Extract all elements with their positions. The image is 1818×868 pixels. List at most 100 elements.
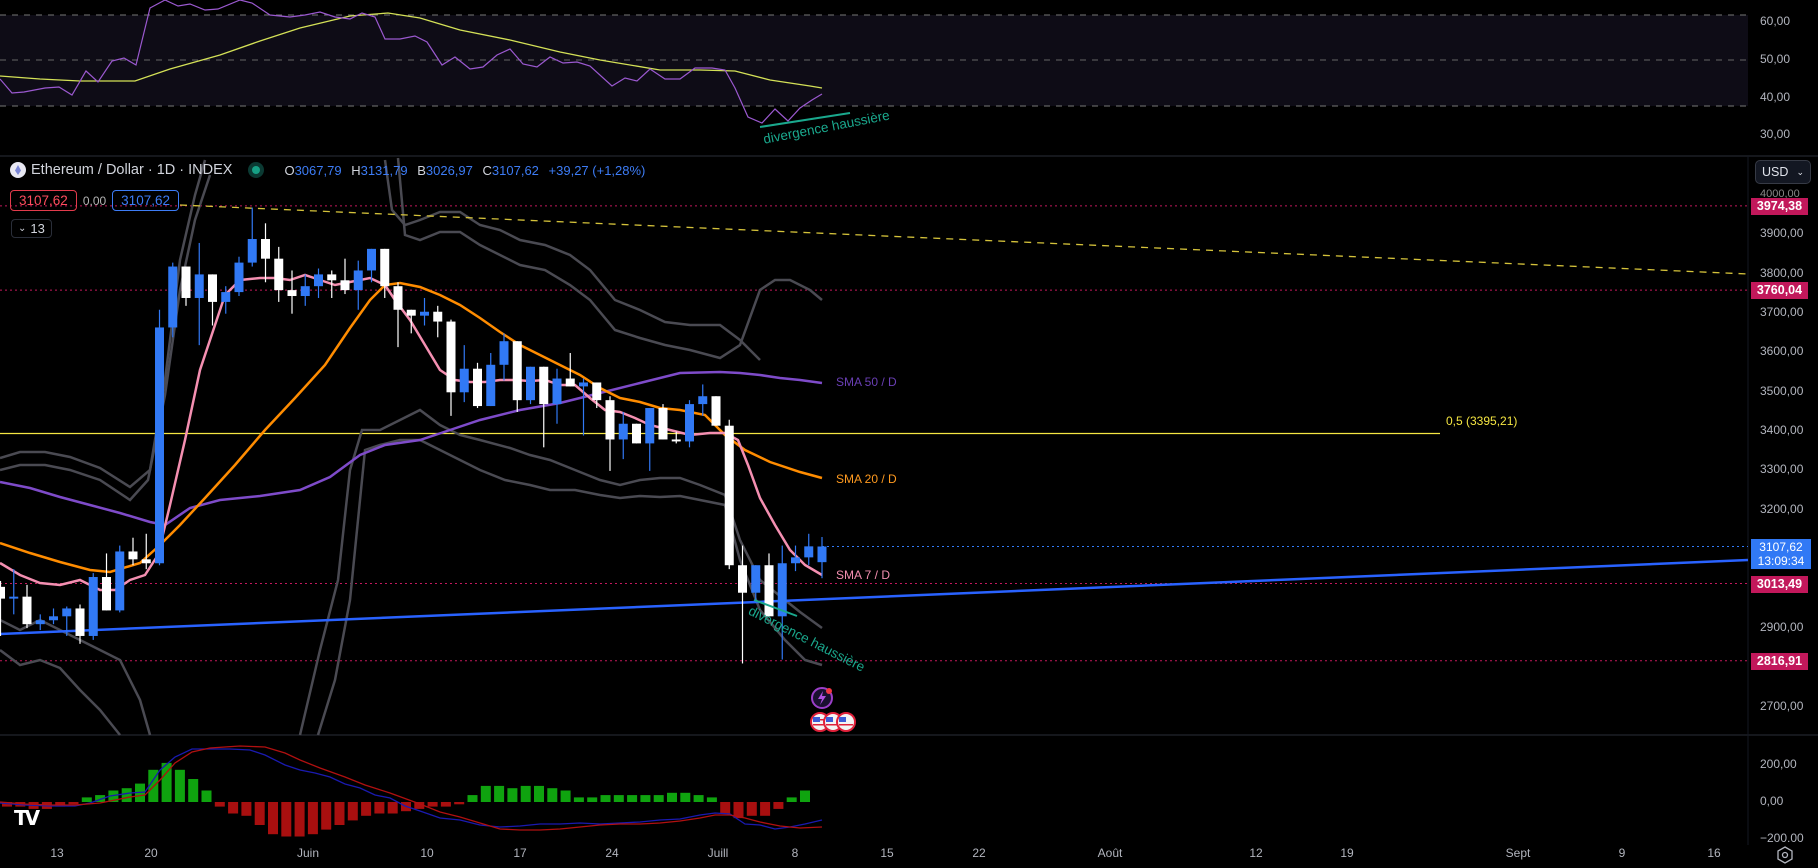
- candle-body: [804, 546, 814, 558]
- rsi-band: [0, 15, 1748, 106]
- candle-body: [738, 565, 747, 593]
- macd-histogram-bar: [254, 802, 265, 825]
- trade-buttons: 3107,62 0,00 3107,62: [10, 190, 179, 211]
- buy-button[interactable]: 3107,62: [112, 190, 179, 211]
- symbol-legend[interactable]: Ethereum / Dollar · 1D · INDEX O3067,79 …: [10, 162, 645, 178]
- macd-histogram-bar: [467, 795, 478, 802]
- open-key: O: [284, 162, 295, 178]
- macd-histogram-bar: [68, 802, 79, 805]
- sma7-label[interactable]: SMA 7 / D: [836, 568, 891, 582]
- candle-body: [208, 274, 217, 302]
- candle-body: [353, 270, 363, 291]
- market-status-icon[interactable]: [248, 162, 265, 178]
- candle-body: [658, 408, 668, 440]
- candle-body: [698, 396, 708, 405]
- macd-histogram-bar: [680, 792, 691, 802]
- candle-body: [751, 565, 761, 593]
- sma50-label[interactable]: SMA 50 / D: [836, 375, 897, 389]
- support-trendline[interactable]: [0, 558, 1749, 636]
- macd-axis-label: 0,00: [1760, 794, 1784, 808]
- price-axis-label: 3400,00: [1760, 423, 1804, 437]
- candle-body: [526, 366, 535, 401]
- candle-body: [234, 262, 244, 293]
- time-axis-label: 16: [1707, 846, 1721, 860]
- rsi-axis-label: 40,00: [1760, 90, 1791, 104]
- time-axis-label: Juill: [707, 846, 729, 860]
- bollinger-bands: [0, 157, 823, 736]
- sma50-line: [0, 370, 823, 527]
- rsi-divergence-line[interactable]: [759, 112, 851, 128]
- macd-axis-label: 200,00: [1760, 757, 1797, 771]
- macd-histogram-bar: [121, 788, 132, 802]
- candle-body: [393, 286, 403, 310]
- candle-body: [777, 563, 787, 617]
- time-axis-label: Sept: [1505, 846, 1531, 860]
- macd-histogram-bar: [241, 802, 252, 816]
- time-axis-label: 15: [880, 846, 894, 860]
- candle-body: [473, 368, 482, 407]
- macd-histogram-bar: [307, 802, 318, 835]
- candle-body: [539, 366, 549, 405]
- candle-body: [446, 321, 456, 393]
- macd-histogram-bar: [281, 802, 292, 837]
- candle-body: [565, 378, 575, 387]
- macd-histogram-bar: [361, 802, 372, 816]
- price-axis-label: 2700,00: [1760, 699, 1804, 713]
- candle-body: [22, 596, 32, 625]
- macd-histogram-bar: [414, 802, 425, 809]
- close-key: C: [482, 162, 492, 178]
- level-badge: 3013,49: [1751, 576, 1808, 593]
- candle-body: [181, 266, 191, 298]
- time-axis-label: 8: [791, 846, 799, 860]
- macd-histogram: [2, 762, 810, 837]
- fib-level-label[interactable]: 0,5 (3395,21): [1446, 414, 1518, 428]
- price-axis-label: 3900,00: [1760, 226, 1804, 240]
- candle-body: [221, 292, 231, 302]
- resistance-trendline[interactable]: [179, 204, 1749, 275]
- time-axis-label: 9: [1618, 846, 1626, 860]
- sma20-label[interactable]: SMA 20 / D: [836, 472, 897, 486]
- macd-histogram-bar: [507, 788, 518, 802]
- candle-body: [406, 309, 416, 316]
- tradingview-logo-icon[interactable]: TV: [14, 806, 40, 830]
- macd-histogram-bar: [201, 790, 212, 802]
- macd-histogram-bar: [188, 779, 199, 802]
- candlestick-series: [0, 207, 827, 664]
- sell-button[interactable]: 3107,62: [10, 190, 77, 211]
- currency-select[interactable]: USD ⌄: [1755, 160, 1811, 184]
- last-price: 3107,62: [1759, 540, 1803, 554]
- macd-histogram-bar: [480, 785, 491, 802]
- open-value: 3067,79: [294, 162, 342, 178]
- indicators-toggle-button[interactable]: ⌄ 13: [11, 219, 52, 238]
- macd-histogram-bar: [520, 785, 531, 802]
- macd-histogram-bar: [427, 802, 438, 807]
- macd-histogram-bar: [347, 802, 358, 821]
- lightning-event-icon[interactable]: [810, 686, 834, 710]
- candle-body: [274, 258, 284, 291]
- candle-body: [671, 439, 681, 442]
- symbol-title[interactable]: Ethereum / Dollar · 1D · INDEX: [31, 162, 233, 178]
- macd-histogram-bar: [786, 797, 797, 802]
- price-axis-label: 2900,00: [1760, 620, 1804, 634]
- candle-body: [141, 559, 151, 564]
- time-axis-label: 22: [972, 846, 986, 860]
- candle-body: [287, 290, 297, 297]
- settings-icon[interactable]: [1776, 846, 1794, 864]
- economic-events-icon[interactable]: [809, 711, 859, 733]
- bar-countdown: 13:09:34: [1757, 554, 1805, 568]
- time-axis-label: 20: [144, 846, 158, 860]
- candle-body: [314, 274, 323, 287]
- macd-histogram-bar: [800, 790, 810, 802]
- candle-body: [380, 248, 390, 287]
- chevron-down-icon: ⌄: [18, 223, 27, 234]
- macd-histogram-bar: [174, 769, 185, 802]
- time-axis-label: 13: [50, 846, 64, 860]
- candle-body: [367, 248, 376, 271]
- macd-histogram-bar: [268, 802, 278, 835]
- price-divergence-line[interactable]: [753, 599, 798, 617]
- candle-body: [168, 266, 178, 328]
- candle-body: [791, 557, 800, 564]
- time-axis-label: 17: [513, 846, 527, 860]
- macd-histogram-bar: [613, 795, 624, 802]
